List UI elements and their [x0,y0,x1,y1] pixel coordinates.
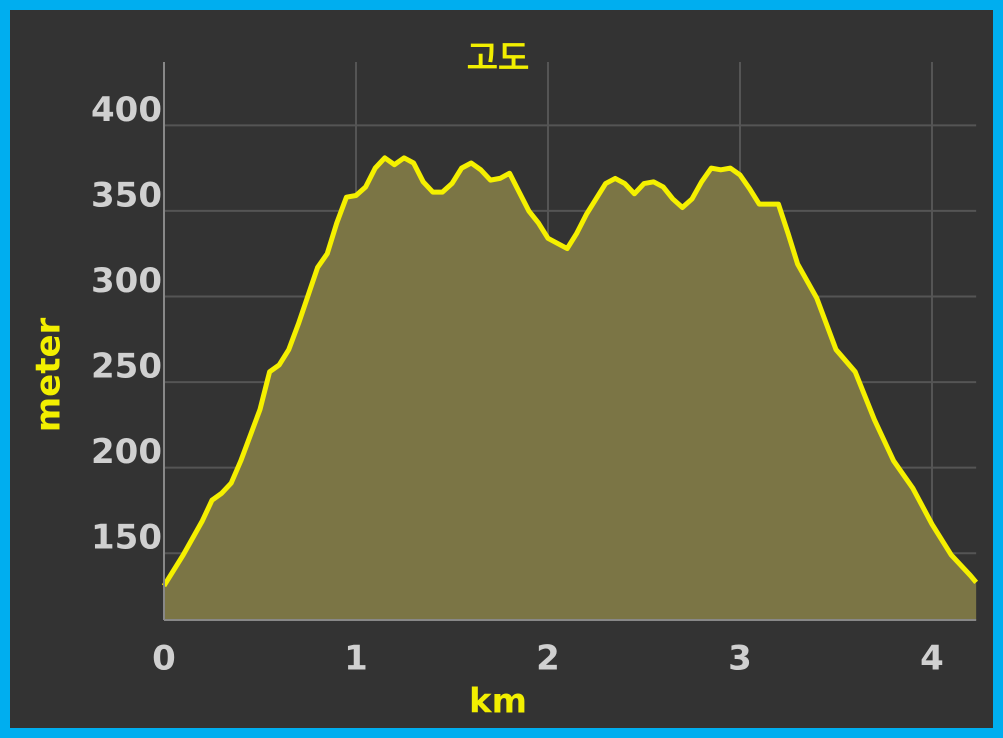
y-axis-label: meter [29,317,69,432]
y-tick-label: 350 [91,175,162,215]
x-tick-label: 3 [728,639,752,679]
chart-title: 고도 [467,39,530,79]
area-fill [164,157,977,620]
x-tick-label: 0 [152,639,176,679]
y-tick-label: 150 [91,518,162,558]
y-tick-label: 250 [91,347,162,387]
x-tick-label: 4 [920,639,944,679]
elevation-line [161,155,979,588]
y-tick-label: 400 [91,90,162,130]
y-tick-label: 300 [91,261,162,301]
x-axis-label: km [469,682,527,722]
x-tick-label: 2 [536,639,560,679]
x-tick-label: 1 [344,639,368,679]
y-tick-label: 200 [91,432,162,472]
